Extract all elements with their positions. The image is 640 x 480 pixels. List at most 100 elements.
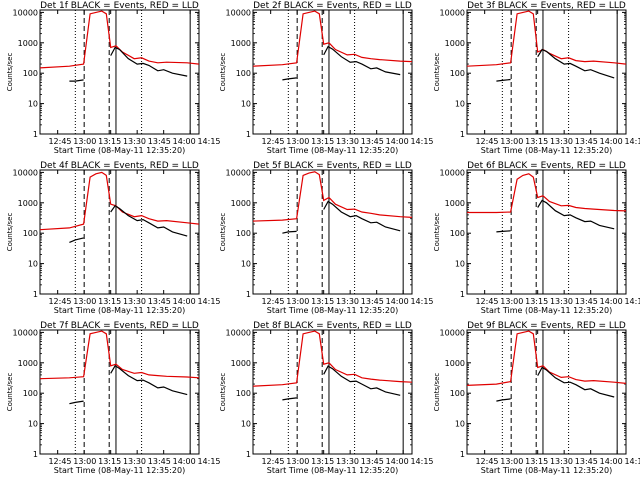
chart-panel: Det 3f BLACK = Events, RED = LLD 1 10 100 10… [433,1,640,155]
lld-series-line [252,330,413,387]
y-tick-label: 100 [236,229,251,238]
y-tick-label: 1 [460,450,465,459]
x-tick-label: 13:00 [286,297,309,306]
x-tick-label: 13:00 [500,457,523,466]
y-tick-label: 10000 [226,168,251,177]
y-axis-label: Counts/sec [6,373,14,412]
y-tick-label: 10 [241,420,251,429]
y-tick-label: 10 [241,260,251,269]
x-axis-label: Start Time (08-May-11 12:35:20) [267,466,398,475]
y-tick-label: 1 [33,450,38,459]
x-tick-label: 12:45 [475,137,498,146]
y-tick-label: 1000 [445,359,465,368]
chart-title: Det 3f BLACK = Events, RED = LLD [467,1,626,11]
x-tick-label: 12:45 [261,297,284,306]
x-tick-label: 13:15 [98,457,121,466]
plot-frame [466,169,627,295]
x-tick-label: 14:00 [600,297,623,306]
x-tick-label: 14:00 [173,297,196,306]
plot-frame [252,9,413,135]
y-tick-label: 1000 [18,39,38,48]
x-axis-label: Start Time (08-May-11 12:35:20) [481,306,612,315]
y-tick-label: 100 [23,229,38,238]
x-tick-label: 13:45 [575,137,598,146]
y-tick-label: 10000 [440,328,465,337]
x-tick-label: 14:15 [197,457,220,466]
x-tick-label: 13:45 [148,297,171,306]
events-series-line [282,397,297,401]
x-tick-label: 13:00 [73,137,96,146]
chart-title: Det 7f BLACK = Events, RED = LLD [40,321,199,331]
lld-series-line [39,10,200,69]
y-tick-label: 1 [33,290,38,299]
x-tick-label: 14:15 [624,297,640,306]
y-tick-label: 100 [236,389,251,398]
chart-panel: Det 7f BLACK = Events, RED = LLD 1 10 100 10… [6,321,221,475]
y-tick-label: 10000 [13,168,38,177]
plot-frame [466,329,627,455]
y-tick-label: 100 [23,389,38,398]
y-tick-label: 10000 [13,8,38,17]
x-tick-label: 14:15 [624,137,640,146]
x-tick-label: 13:15 [311,457,334,466]
x-tick-label: 13:45 [148,457,171,466]
x-tick-label: 14:00 [173,457,196,466]
plot-frame [39,9,200,135]
lld-series-line [466,330,627,386]
y-tick-label: 1000 [231,39,251,48]
x-tick-label: 12:45 [48,297,71,306]
y-tick-label: 1000 [18,359,38,368]
y-tick-label: 10 [28,420,38,429]
x-tick-label: 13:45 [575,457,598,466]
y-tick-label: 1000 [231,359,251,368]
chart-panel: Det 8f BLACK = Events, RED = LLD 1 10 100 10… [219,321,434,475]
x-tick-label: 13:45 [361,137,384,146]
plot-frame [252,169,413,295]
chart-title: Det 4f BLACK = Events, RED = LLD [40,161,199,171]
y-tick-label: 10000 [226,8,251,17]
x-tick-label: 13:45 [575,297,598,306]
x-tick-label: 14:15 [410,297,433,306]
x-tick-label: 13:15 [98,297,121,306]
events-series-line [496,398,511,402]
x-tick-label: 14:15 [410,137,433,146]
y-tick-label: 1000 [445,39,465,48]
chart-panel: Det 4f BLACK = Events, RED = LLD 1 10 100 10… [6,161,221,315]
chart-title: Det 8f BLACK = Events, RED = LLD [253,321,412,331]
y-tick-label: 1 [460,290,465,299]
x-tick-label: 14:00 [600,457,623,466]
chart-panel: Det 1f BLACK = Events, RED = LLD 1 10 100 10… [6,1,221,155]
y-tick-label: 10000 [440,168,465,177]
plot-frame [252,329,413,455]
y-tick-label: 1 [33,130,38,139]
x-tick-label: 14:15 [624,457,640,466]
y-axis-label: Counts/sec [433,53,441,92]
x-tick-label: 13:30 [123,457,146,466]
lld-series-line [252,171,413,222]
y-tick-label: 1 [246,130,251,139]
y-tick-label: 10 [455,420,465,429]
y-tick-label: 10 [241,100,251,109]
events-series-line [69,237,84,243]
x-tick-label: 13:00 [500,297,523,306]
x-tick-label: 12:45 [261,457,284,466]
x-axis-label: Start Time (08-May-11 12:35:20) [54,466,185,475]
x-axis-label: Start Time (08-May-11 12:35:20) [267,306,398,315]
x-tick-label: 13:30 [550,297,573,306]
x-tick-label: 13:15 [311,137,334,146]
y-tick-label: 10000 [13,328,38,337]
x-tick-label: 14:00 [386,137,409,146]
x-tick-label: 13:00 [73,457,96,466]
y-tick-label: 1000 [231,199,251,208]
y-axis-label: Counts/sec [6,213,14,252]
y-tick-label: 10 [28,100,38,109]
y-tick-label: 1 [246,450,251,459]
plot-frame [39,169,200,295]
plot-frame [466,9,627,135]
lld-series-line [252,10,413,67]
x-tick-label: 13:45 [361,457,384,466]
x-tick-label: 12:45 [475,297,498,306]
chart-title: Det 6f BLACK = Events, RED = LLD [467,161,626,171]
x-tick-label: 13:30 [336,457,359,466]
